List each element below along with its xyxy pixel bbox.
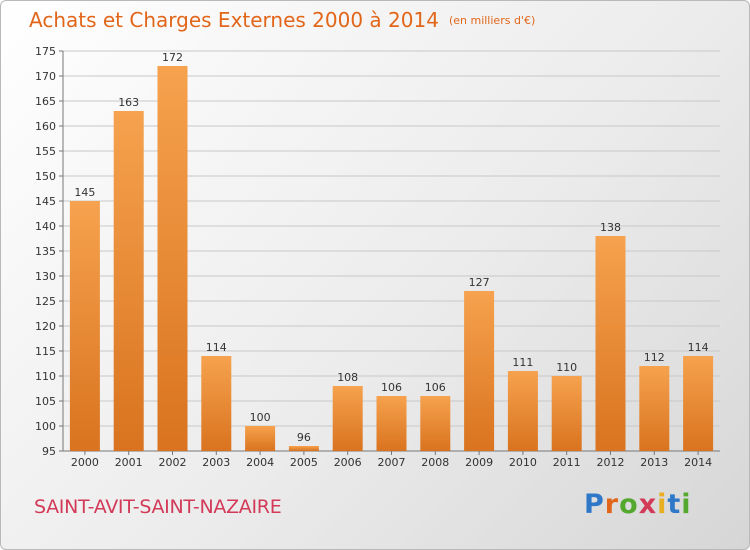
y-tick-label: 175	[35, 45, 56, 58]
chart-unit: (en milliers d'€)	[448, 14, 536, 27]
y-tick-label: 105	[35, 395, 56, 408]
logo-letter: x	[638, 489, 658, 520]
x-tick-label: 2007	[378, 456, 406, 469]
y-tick-label: 140	[35, 220, 56, 233]
logo-letter: o	[619, 489, 639, 520]
x-tick-label: 2010	[509, 456, 537, 469]
x-tick-label: 2000	[71, 456, 99, 469]
x-tick-label: 2002	[159, 456, 187, 469]
bar	[201, 356, 232, 451]
bar	[464, 291, 495, 451]
data-label: 110	[556, 361, 577, 374]
logo-letter: i	[681, 489, 692, 520]
y-tick-label: 120	[35, 320, 56, 333]
bar	[683, 356, 714, 451]
x-tick-label: 2011	[553, 456, 581, 469]
chart-title-text: Achats et Charges Externes 2000 à 2014	[29, 8, 439, 32]
bar	[288, 446, 319, 451]
x-tick-label: 2009	[465, 456, 493, 469]
y-tick-label: 100	[35, 420, 56, 433]
data-label: 106	[381, 381, 402, 394]
y-tick-label: 135	[35, 245, 56, 258]
data-label: 163	[118, 96, 139, 109]
bar	[376, 396, 407, 451]
y-tick-label: 145	[35, 195, 56, 208]
data-label: 108	[337, 371, 358, 384]
x-tick-label: 2008	[421, 456, 449, 469]
bar	[113, 111, 144, 451]
x-tick-label: 2012	[597, 456, 625, 469]
y-tick-label: 165	[35, 95, 56, 108]
data-label: 106	[425, 381, 446, 394]
data-label: 138	[600, 221, 621, 234]
x-tick-label: 2005	[290, 456, 318, 469]
commune-name: SAINT-AVIT-SAINT-NAZAIRE	[34, 496, 282, 518]
y-tick-label: 170	[35, 70, 56, 83]
x-tick-label: 2001	[115, 456, 143, 469]
bar	[69, 201, 100, 451]
data-label: 114	[206, 341, 227, 354]
y-tick-label: 95	[42, 445, 56, 458]
bar	[507, 371, 538, 451]
data-label: 111	[512, 356, 533, 369]
y-tick-label: 130	[35, 270, 56, 283]
x-tick-label: 2003	[202, 456, 230, 469]
bar	[157, 66, 188, 451]
y-tick-label: 160	[35, 120, 56, 133]
data-label: 172	[162, 51, 183, 64]
y-tick-label: 125	[35, 295, 56, 308]
y-tick-label: 115	[35, 345, 56, 358]
logo-letter: t	[667, 489, 682, 520]
data-label: 145	[74, 186, 95, 199]
logo-letter: r	[604, 489, 620, 520]
data-label: 127	[469, 276, 490, 289]
bar	[595, 236, 626, 451]
x-tick-label: 2006	[334, 456, 362, 469]
bar	[420, 396, 451, 451]
bar	[551, 376, 582, 451]
bar	[245, 426, 276, 451]
data-label: 96	[297, 431, 311, 444]
bar	[332, 386, 363, 451]
y-tick-label: 155	[35, 145, 56, 158]
x-tick-label: 2004	[246, 456, 274, 469]
logo-letter: i	[657, 489, 668, 520]
x-tick-label: 2014	[684, 456, 712, 469]
y-tick-label: 110	[35, 370, 56, 383]
data-label: 114	[688, 341, 709, 354]
proxiti-logo[interactable]: Proxiti	[584, 489, 692, 520]
x-tick-label: 2013	[640, 456, 668, 469]
y-tick-label: 150	[35, 170, 56, 183]
chart-title: Achats et Charges Externes 2000 à 2014 (e…	[29, 8, 535, 32]
logo-letter: P	[584, 489, 605, 520]
data-label: 112	[644, 351, 665, 364]
data-label: 100	[250, 411, 271, 424]
bar	[639, 366, 670, 451]
